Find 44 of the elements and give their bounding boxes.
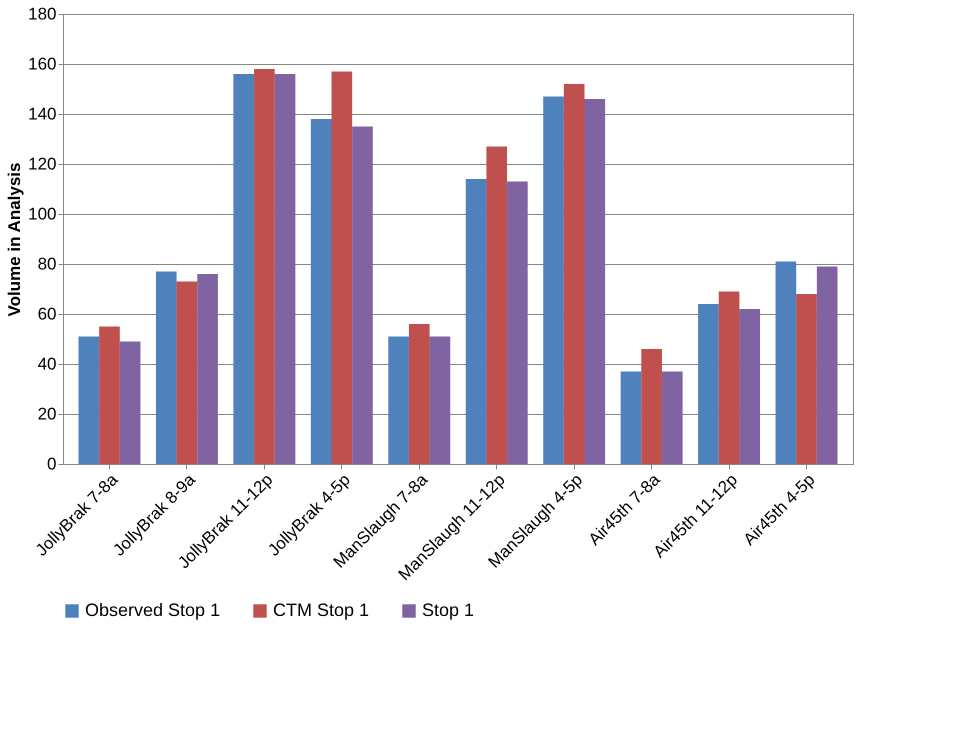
bar: [352, 126, 373, 464]
y-axis-title: Volume in Analysis: [5, 162, 24, 316]
bar: [816, 266, 838, 464]
bar: [507, 182, 528, 464]
legend-label: Stop 1: [422, 600, 474, 620]
bar: [197, 274, 218, 464]
bar: [739, 309, 760, 464]
bar: [698, 304, 719, 464]
bar: [662, 372, 683, 464]
bar: [78, 336, 100, 464]
bar: [233, 74, 254, 464]
bar: [620, 372, 642, 464]
bar: [796, 294, 817, 464]
bar: [543, 96, 564, 464]
y-tick-label: 60: [38, 304, 56, 324]
y-tick-label: 20: [38, 404, 56, 424]
y-tick-label: 160: [28, 54, 56, 74]
bar: [486, 146, 508, 464]
bar: [466, 179, 486, 464]
bar: [274, 74, 296, 464]
y-tick-label: 80: [38, 254, 56, 274]
bar: [430, 336, 450, 464]
y-tick-label: 180: [28, 4, 56, 24]
bar: [254, 69, 275, 464]
bar: [584, 99, 606, 464]
bar: [408, 324, 430, 464]
y-tick-label: 0: [47, 454, 56, 474]
y-tick-label: 100: [28, 204, 56, 224]
bar: [99, 326, 120, 464]
legend-label: CTM Stop 1: [273, 600, 370, 620]
bar: [176, 282, 198, 464]
bar: [776, 262, 796, 464]
bar: [310, 119, 332, 464]
y-tick-label: 140: [28, 104, 56, 124]
bar: [120, 342, 140, 464]
bar: [156, 272, 177, 464]
bar: [718, 292, 740, 464]
bar: [331, 72, 352, 464]
bar: [564, 84, 585, 464]
bar: [641, 349, 662, 464]
legend-label: Observed Stop 1: [85, 600, 220, 620]
y-tick-label: 120: [28, 154, 56, 174]
bar: [388, 336, 409, 464]
y-tick-label: 40: [38, 354, 56, 374]
